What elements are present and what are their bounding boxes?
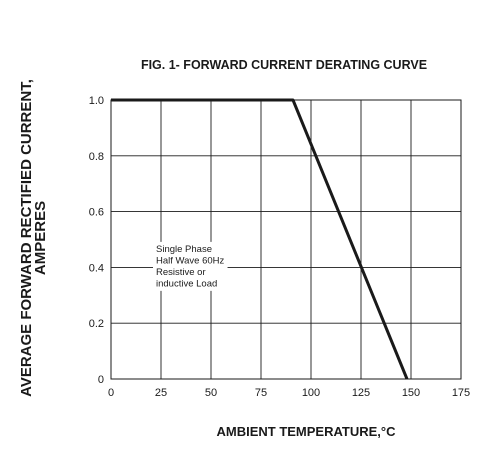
y-tick-label: 0 (98, 374, 104, 386)
x-tick-label: 75 (255, 387, 267, 399)
y-axis-label: AVERAGE FORWARD RECTIFIED CURRENT, AMPER… (18, 79, 49, 397)
annotation-line: inductive Load (156, 278, 217, 289)
x-tick-label: 0 (108, 387, 114, 399)
y-axis-label-line-2: AMPERES (32, 201, 49, 275)
y-axis-label-line-1: AVERAGE FORWARD RECTIFIED CURRENT, (18, 79, 35, 397)
annotation-background (153, 241, 228, 291)
derating-curve-line (111, 98, 409, 380)
x-tick-label: 100 (302, 387, 320, 399)
plot-frame (110, 99, 462, 380)
x-tick-label: 125 (352, 387, 370, 399)
y-tick-label: 0.6 (89, 207, 104, 219)
annotation-line: Resistive or (156, 267, 206, 278)
x-tick-label: 150 (402, 387, 420, 399)
chart-title: FIG. 1- FORWARD CURRENT DERATING CURVE (141, 58, 427, 72)
y-tick-label: 1.0 (89, 95, 104, 107)
y-tick-label: 0.8 (89, 151, 104, 163)
y-tick-labels: 0 0.2 0.4 0.6 0.8 1.0 (89, 95, 104, 386)
x-tick-label: 175 (452, 387, 470, 399)
y-tick-label: 0.4 (89, 262, 104, 274)
grid (111, 100, 461, 379)
x-tick-label: 25 (155, 387, 167, 399)
y-tick-label: 0.2 (89, 318, 104, 330)
series (111, 98, 409, 380)
x-tick-label: 50 (205, 387, 217, 399)
x-tick-labels: 0 25 50 75 100 125 150 175 (108, 387, 470, 399)
annotation-line: Half Wave 60Hz (156, 255, 225, 266)
annotation-line: Single Phase (156, 244, 212, 255)
x-axis-label: AMBIENT TEMPERATURE,°C (216, 424, 396, 439)
